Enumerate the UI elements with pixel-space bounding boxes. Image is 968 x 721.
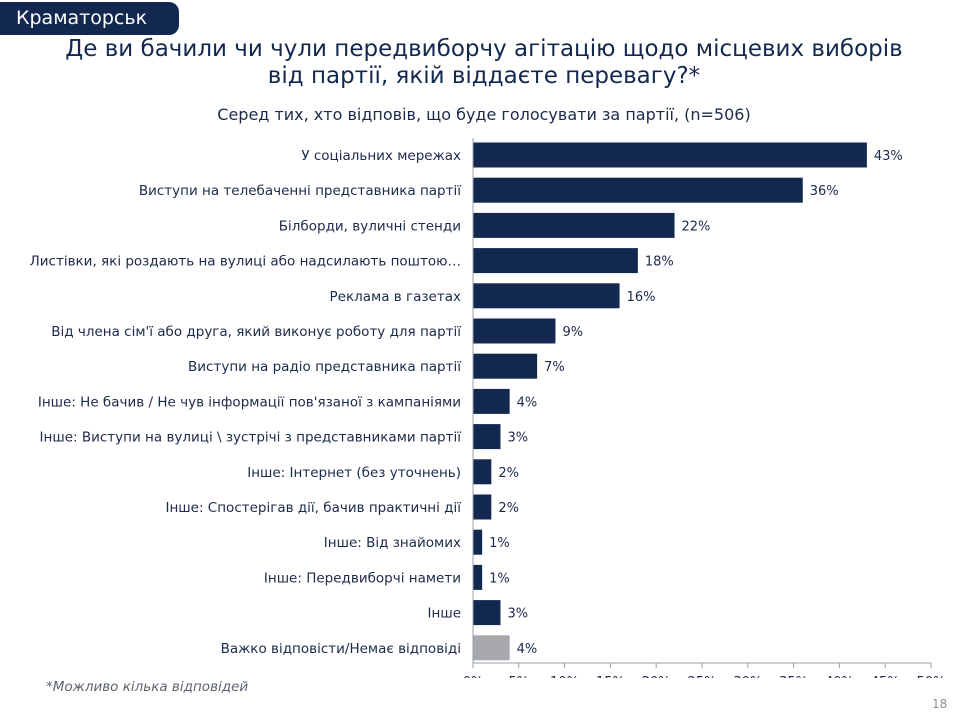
category-label: Інше [428, 606, 461, 622]
x-tick-label: 0% [463, 675, 484, 678]
x-tick-label: 50% [917, 675, 946, 678]
x-tick-label: 20% [642, 675, 671, 678]
chart-subtitle: Серед тих, хто відповів, що буде голосув… [217, 105, 751, 124]
x-tick-label: 10% [550, 675, 579, 678]
category-label: Важко відповісти/Немає відповіді [221, 641, 461, 657]
page-title-line-2: від партії, якій віддаєте перевагу?* [267, 63, 701, 89]
bar [473, 353, 538, 379]
bar [473, 248, 638, 274]
data-label: 4% [517, 395, 538, 410]
category-label: Інше: Не бачив / Не чув інформації пов'я… [38, 394, 461, 410]
category-label: Листівки, які роздають на вулиці або над… [30, 254, 461, 270]
category-label: У соціальних мережах [301, 148, 461, 164]
bar [473, 494, 492, 520]
x-tick-label: 40% [825, 675, 854, 678]
category-label: Інше: Виступи на вулиці \ зустрічі з пре… [40, 430, 462, 446]
page-title: Де ви бачили чи чули передвиборчу агітац… [30, 36, 938, 90]
category-label: Інше: Від знайомих [324, 535, 461, 551]
bar [473, 142, 867, 168]
data-label: 9% [562, 325, 583, 340]
category-label: Від члена сім'ї або друга, який виконує … [51, 324, 461, 340]
page-number: 18 [932, 697, 948, 711]
data-label: 16% [627, 290, 656, 305]
bar [473, 318, 556, 344]
category-label: Інше: Передвиборчі намети [264, 570, 461, 586]
bar [473, 388, 510, 414]
data-label: 22% [682, 219, 711, 234]
x-tick-label: 30% [733, 675, 762, 678]
bar [473, 459, 492, 485]
category-label: Виступи на радіо представника партії [188, 359, 461, 375]
data-label: 2% [498, 466, 519, 481]
data-label: 1% [489, 571, 510, 586]
footnote: *Можливо кілька відповідей [46, 679, 249, 695]
category-label: Інше: Спостерігав дії, бачив практичні д… [166, 500, 462, 516]
bar-chart: У соціальних мережах 43% Виступи на телеба… [30, 138, 946, 678]
city-label: Краматорськ [0, 2, 179, 35]
data-label: 3% [507, 607, 528, 622]
data-label: 1% [489, 536, 510, 551]
x-tick-label: 15% [596, 675, 625, 678]
bar [473, 600, 501, 626]
data-label: 7% [544, 360, 565, 375]
bar [473, 564, 483, 590]
x-tick-label: 35% [779, 675, 808, 678]
bar [473, 283, 620, 309]
bar [473, 177, 803, 203]
category-label: Реклама в газетах [330, 289, 461, 305]
category-label: Білборди, вуличні стенди [279, 218, 461, 234]
x-tick-label: 45% [871, 675, 900, 678]
bar [473, 529, 483, 555]
data-label: 2% [498, 501, 519, 516]
page-title-line-1: Де ви бачили чи чули передвиборчу агітац… [65, 36, 903, 62]
bar [473, 424, 501, 450]
category-label: Інше: Інтернет (без уточнень) [247, 465, 461, 481]
data-label: 18% [645, 255, 674, 270]
bar [473, 212, 675, 238]
data-label: 3% [507, 431, 528, 446]
data-label: 4% [517, 642, 538, 657]
bar [473, 635, 510, 661]
x-tick-label: 5% [508, 675, 529, 678]
category-label: Виступи на телебаченні представника парт… [139, 183, 461, 199]
data-label: 43% [874, 149, 903, 164]
data-label: 36% [810, 184, 839, 199]
x-tick-label: 25% [688, 675, 717, 678]
